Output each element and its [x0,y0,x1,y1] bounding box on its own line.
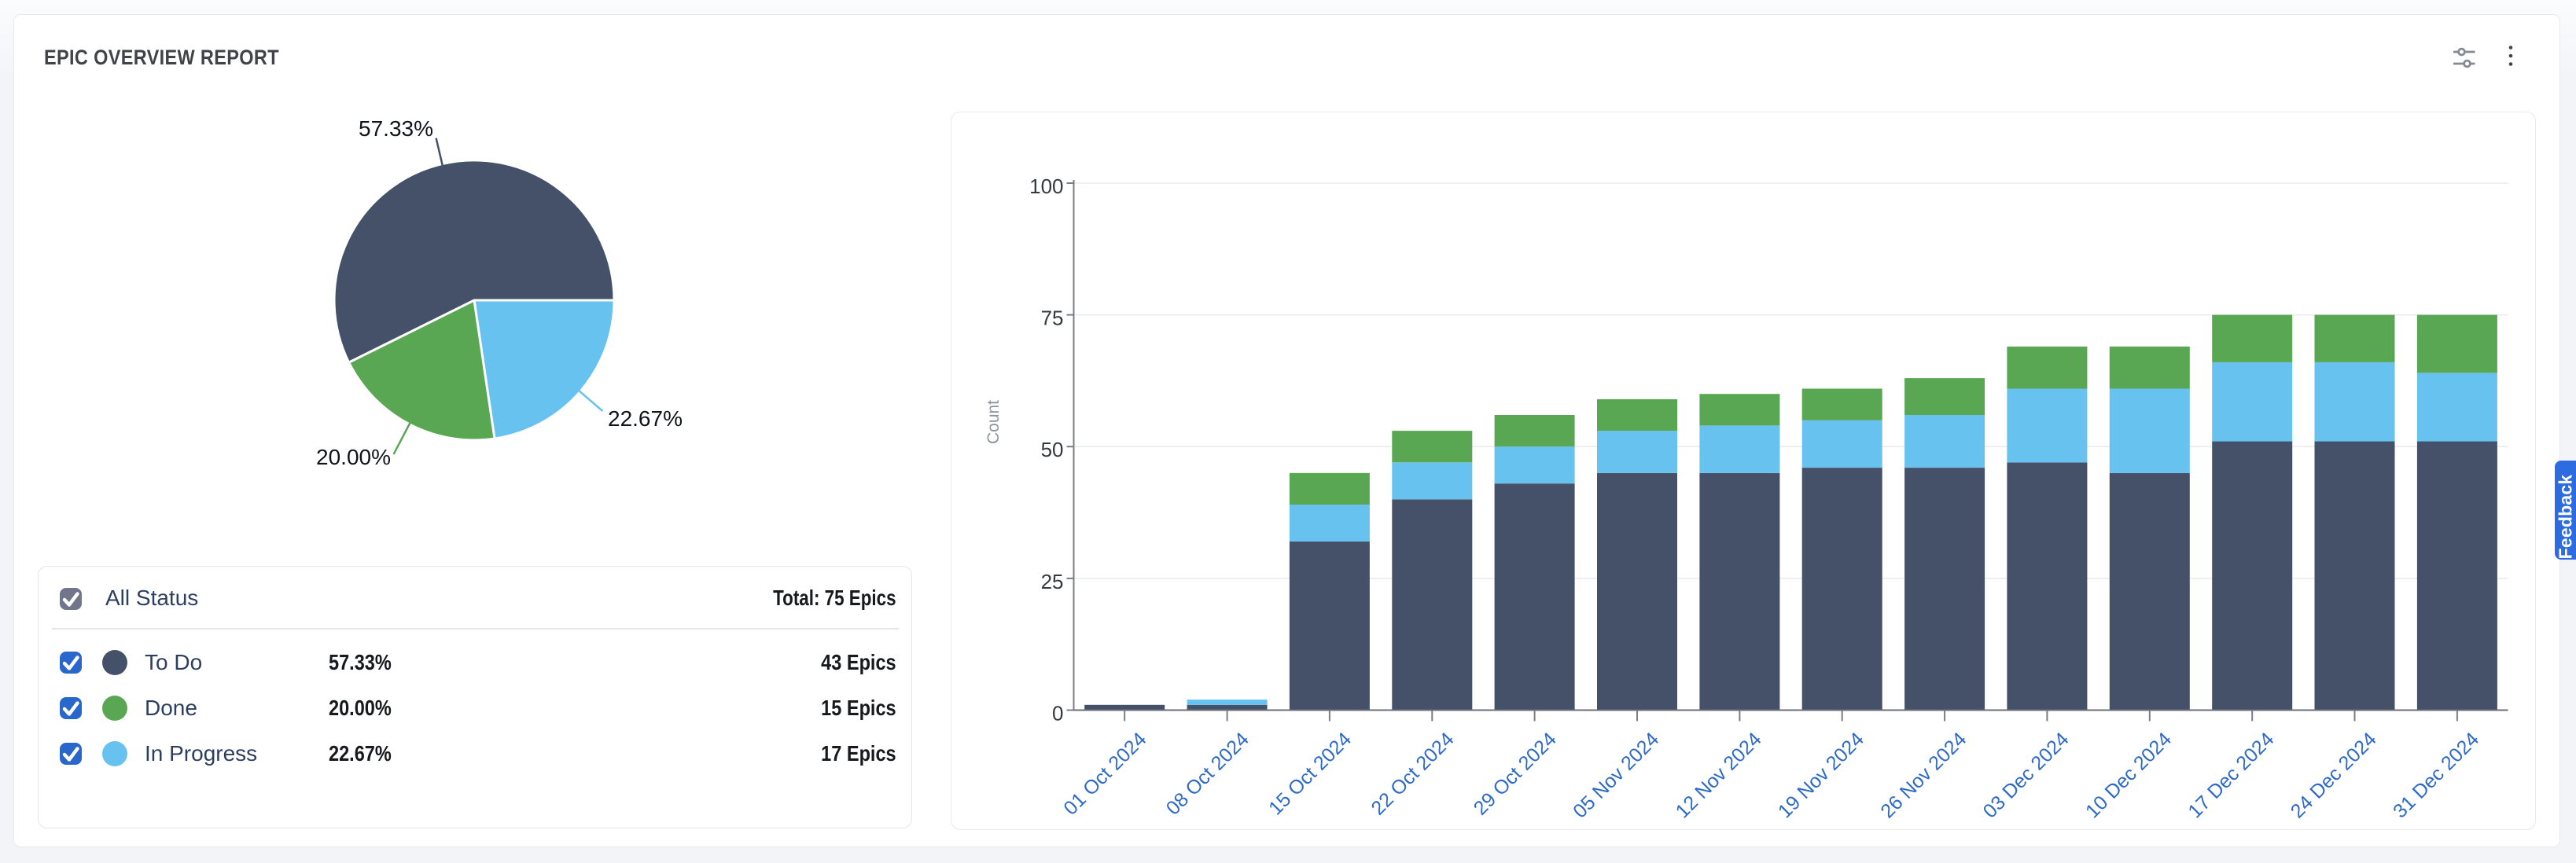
svg-text:01 Oct 2024: 01 Oct 2024 [1059,728,1150,819]
svg-text:22 Oct 2024: 22 Oct 2024 [1367,728,1458,819]
svg-text:08 Oct 2024: 08 Oct 2024 [1162,728,1253,819]
svg-text:31 Dec 2024: 31 Dec 2024 [2389,728,2483,822]
svg-text:29 Oct 2024: 29 Oct 2024 [1470,728,1561,819]
svg-text:Count: Count [984,400,1003,444]
svg-text:22.67%: 22.67% [608,406,683,431]
svg-text:50: 50 [1041,438,1064,461]
svg-text:17 Dec 2024: 17 Dec 2024 [2184,728,2278,822]
svg-text:25: 25 [1041,570,1064,593]
svg-text:57.33%: 57.33% [359,116,433,141]
svg-text:12 Nov 2024: 12 Nov 2024 [1672,728,1766,822]
svg-text:0: 0 [1052,702,1063,725]
svg-text:10 Dec 2024: 10 Dec 2024 [2081,728,2176,822]
svg-text:05 Nov 2024: 05 Nov 2024 [1569,728,1663,822]
svg-text:26 Nov 2024: 26 Nov 2024 [1876,728,1971,822]
svg-text:20.00%: 20.00% [316,445,391,469]
svg-text:19 Nov 2024: 19 Nov 2024 [1774,728,1868,822]
svg-text:75: 75 [1041,307,1064,330]
svg-text:15 Oct 2024: 15 Oct 2024 [1264,728,1356,819]
svg-text:100: 100 [1029,174,1063,198]
svg-text:24 Dec 2024: 24 Dec 2024 [2287,728,2381,822]
svg-text:03 Dec 2024: 03 Dec 2024 [1979,728,2074,822]
